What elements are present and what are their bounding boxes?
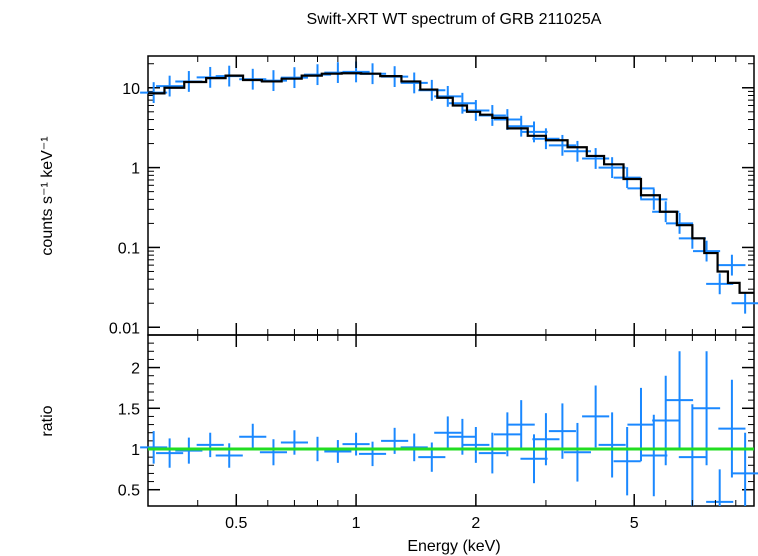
- y-tick-label-top: 0.1: [118, 240, 140, 257]
- x-tick-label: 5: [630, 515, 639, 532]
- y-tick-label-bottom: 0.5: [118, 483, 140, 500]
- y-tick-label-bottom: 1: [131, 442, 140, 459]
- y-axis-label-bottom: ratio: [39, 405, 56, 436]
- y-tick-label-top: 10: [122, 81, 140, 98]
- chart-title: Swift-XRT WT spectrum of GRB 211025A: [307, 11, 602, 28]
- y-tick-label-bottom: 1.5: [118, 401, 140, 418]
- x-tick-label: 0.5: [225, 515, 247, 532]
- ratio-panel-frame: [147, 334, 755, 507]
- spectrum-model-line: [148, 72, 754, 294]
- x-axis-label: Energy (keV): [407, 538, 500, 555]
- x-tick-label: 1: [352, 515, 361, 532]
- y-tick-label-top: 1: [131, 161, 140, 178]
- y-axis-label-top: counts s⁻¹ keV⁻¹: [39, 136, 56, 255]
- x-tick-label: 2: [471, 515, 480, 532]
- spectrum-panel: 0.01 0.1 1 10 counts s⁻¹ keV⁻¹: [39, 55, 758, 337]
- y-tick-label-bottom: 2: [131, 361, 140, 378]
- y-tick-label-top: 0.01: [109, 320, 140, 337]
- ratio-panel: 0.5 1 1.5 2 0.5 1 2 5 Energy (keV) ratio: [39, 56, 758, 555]
